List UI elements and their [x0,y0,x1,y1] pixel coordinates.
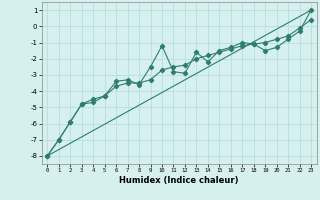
X-axis label: Humidex (Indice chaleur): Humidex (Indice chaleur) [119,176,239,185]
